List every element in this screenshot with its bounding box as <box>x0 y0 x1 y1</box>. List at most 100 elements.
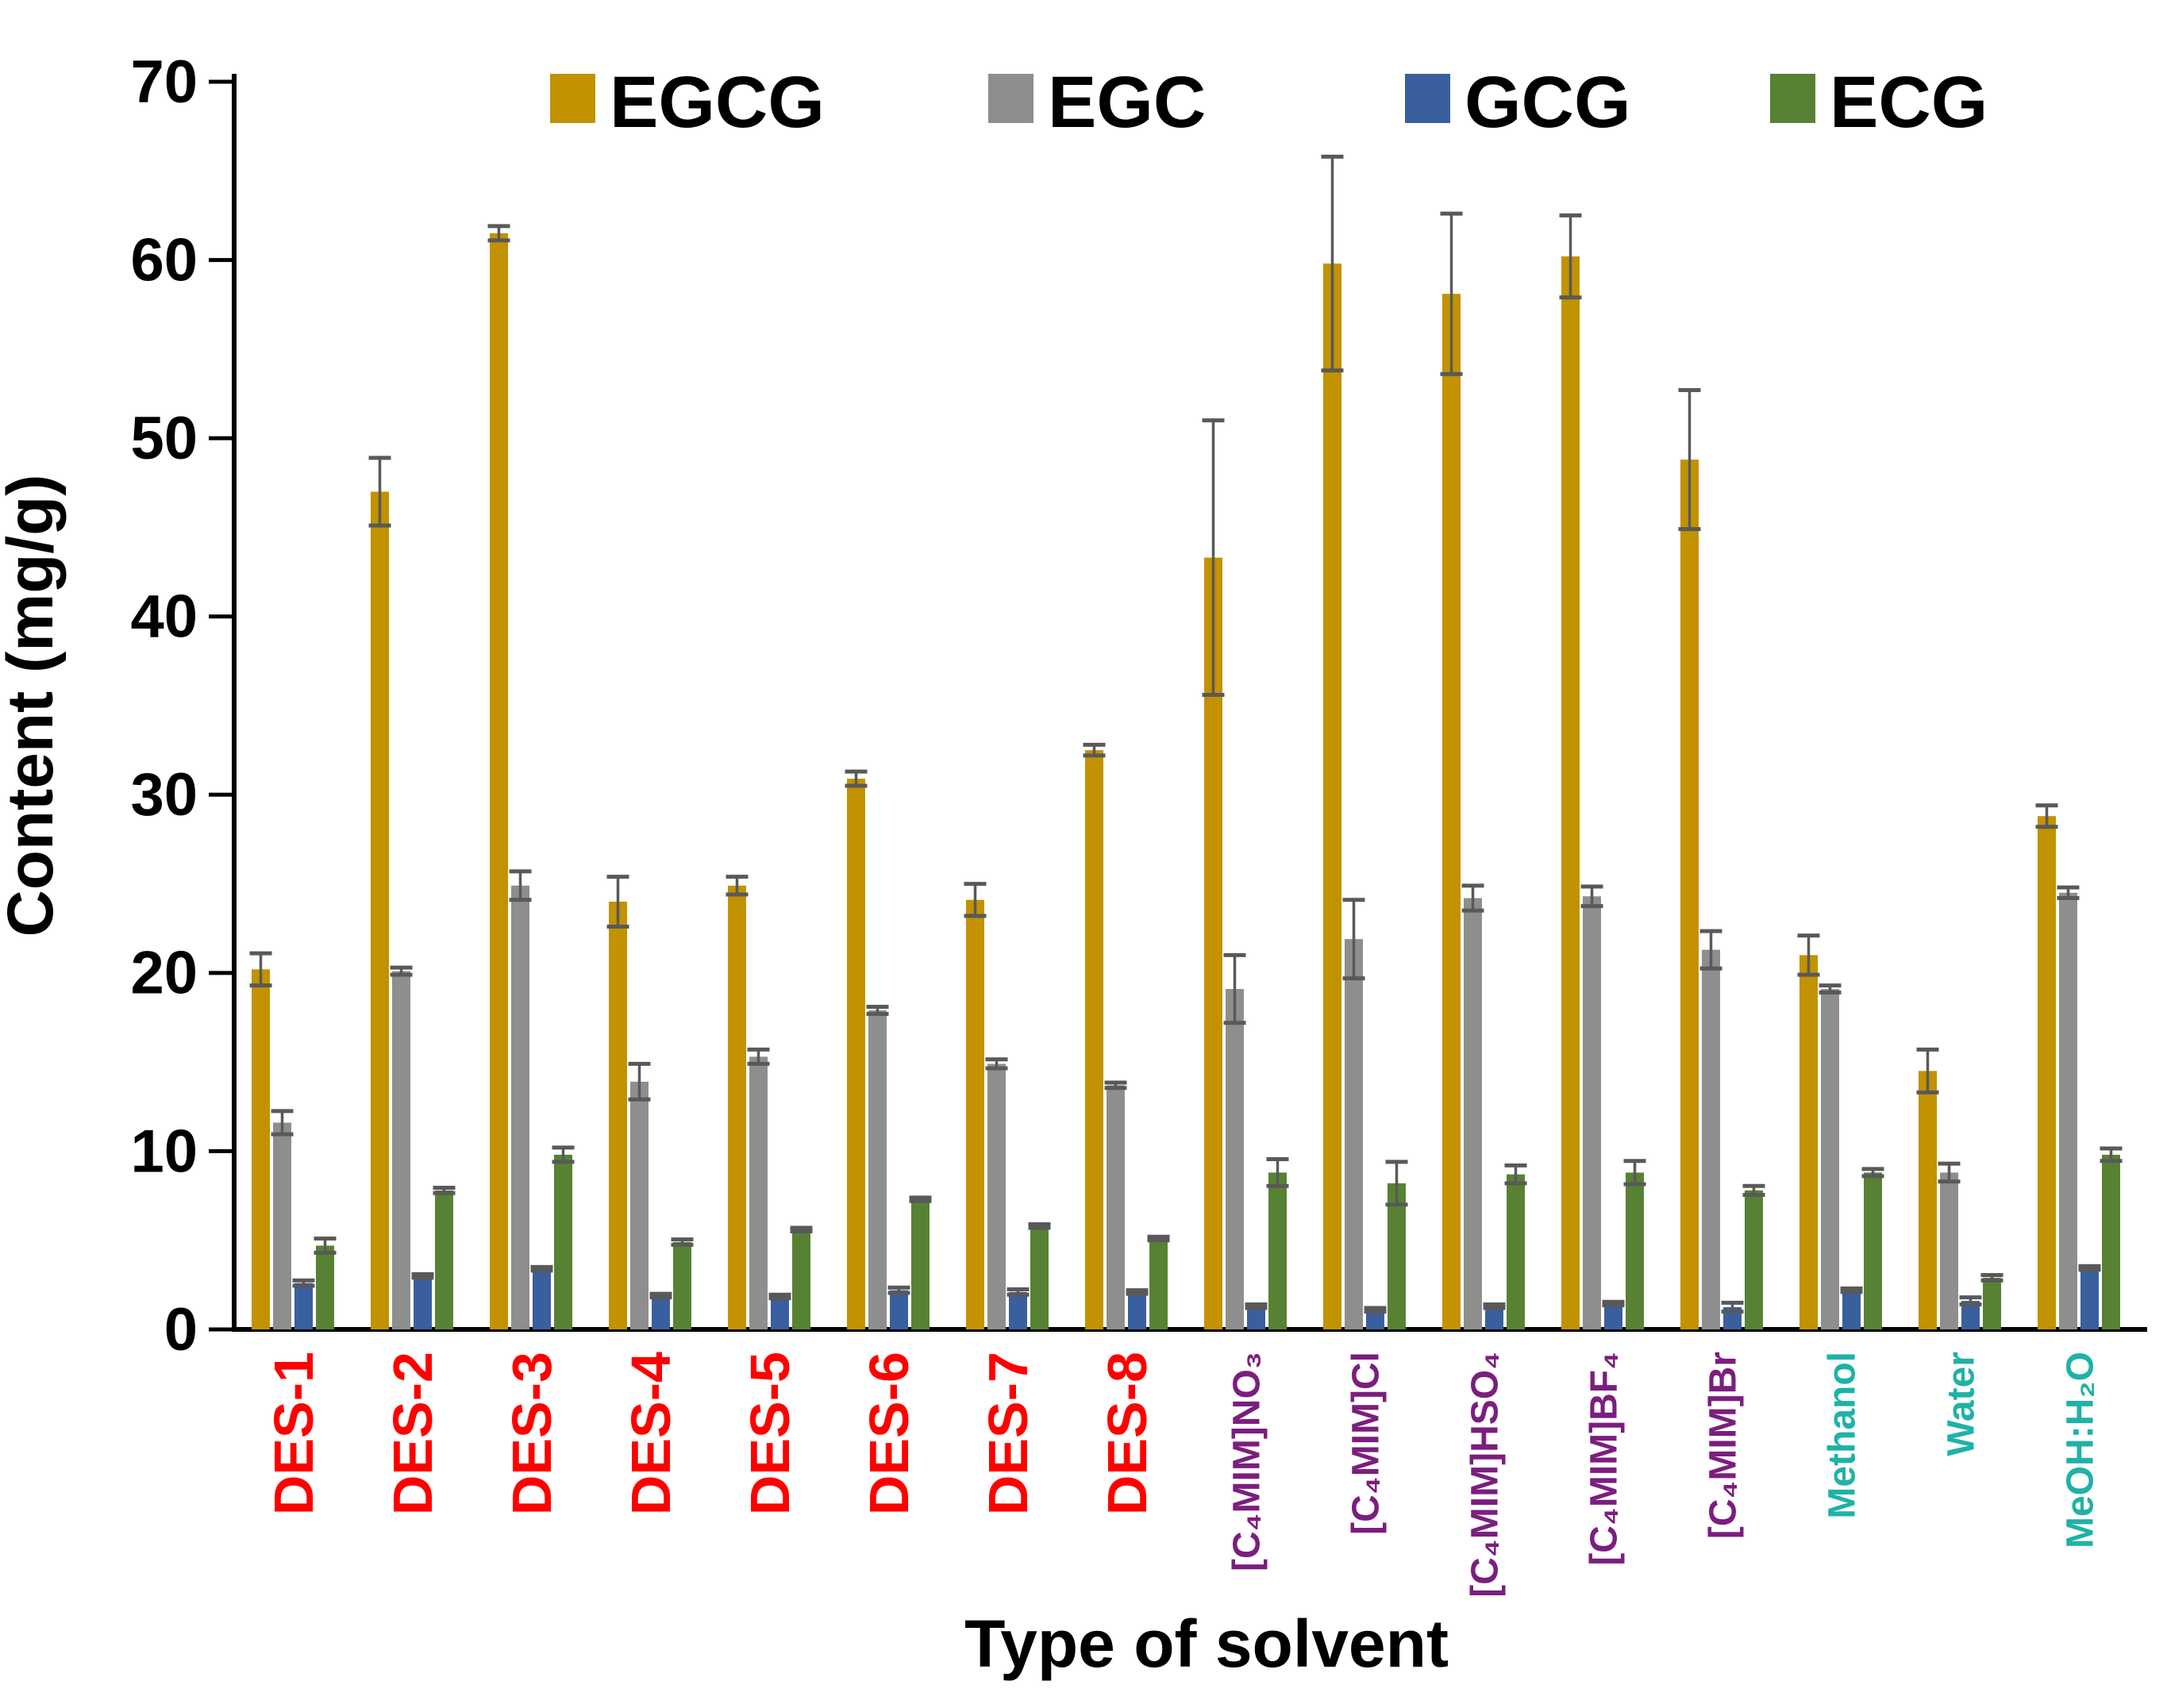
legend-swatch-gcg <box>1405 74 1450 123</box>
error-bar-gcg-13 <box>1721 1300 1744 1314</box>
error-bar-ecg-1 <box>314 1236 337 1255</box>
bar-egcg-16 <box>2038 816 2056 1329</box>
error-bar-ecg-7 <box>1028 1222 1051 1230</box>
error-bar-ecg-16 <box>2100 1146 2123 1164</box>
bar-gcg-14 <box>1842 1290 1861 1329</box>
error-bar-egcg-10 <box>1321 154 1344 373</box>
bar-egcg-8 <box>1085 750 1103 1329</box>
bar-egcg-9 <box>1204 557 1222 1329</box>
bar-egcg-2 <box>371 491 389 1329</box>
legend-label-ecg: ECG <box>1830 62 1988 143</box>
x-category-label-15: Water <box>1940 1352 1982 1456</box>
error-bar-egcg-12 <box>1559 213 1582 300</box>
bar-ecg-15 <box>1983 1277 2001 1329</box>
error-bar-egcg-3 <box>487 224 510 243</box>
bar-gcg-1 <box>294 1283 313 1329</box>
bar-gcg-11 <box>1485 1306 1503 1329</box>
error-bar-egc-1 <box>271 1109 294 1137</box>
x-category-label-16: MeOH:H₂O <box>2059 1352 2101 1548</box>
error-bar-gcg-8 <box>1126 1288 1149 1296</box>
y-tick-label: 50 <box>130 405 198 472</box>
bar-egc-9 <box>1226 989 1244 1329</box>
error-bar-gcg-10 <box>1364 1306 1387 1314</box>
bar-gcg-9 <box>1247 1306 1265 1329</box>
bar-egcg-3 <box>490 233 508 1329</box>
bar-gcg-3 <box>533 1268 551 1329</box>
error-bar-egcg-4 <box>606 875 629 929</box>
bar-egcg-1 <box>252 969 270 1329</box>
bar-gcg-8 <box>1128 1291 1146 1329</box>
error-bar-gcg-9 <box>1245 1302 1268 1310</box>
x-category-label-13: [C₄MIM]Br <box>1702 1352 1744 1539</box>
error-bar-egcg-5 <box>726 875 749 897</box>
bar-gcg-15 <box>1961 1301 1980 1329</box>
x-category-label-3: DES-3 <box>501 1352 563 1515</box>
x-category-label-4: DES-4 <box>620 1352 682 1515</box>
legend-item-egcg: EGCG <box>550 62 825 143</box>
bar-ecg-13 <box>1745 1190 1763 1329</box>
bar-egcg-6 <box>847 779 865 1329</box>
error-bar-egc-11 <box>1461 883 1484 913</box>
bar-gcg-2 <box>414 1275 432 1329</box>
error-bar-egc-16 <box>2057 885 2080 901</box>
error-bar-egcg-9 <box>1202 418 1225 698</box>
bar-egcg-12 <box>1561 256 1580 1330</box>
legend-label-gcg: GCG <box>1465 62 1631 143</box>
x-category-label-5: DES-5 <box>739 1352 801 1515</box>
bar-egcg-13 <box>1680 460 1699 1329</box>
bar-gcg-16 <box>2080 1268 2099 1329</box>
error-bar-egcg-1 <box>249 951 272 988</box>
bar-egc-1 <box>273 1122 291 1329</box>
bar-egc-13 <box>1702 949 1720 1329</box>
error-bar-ecg-11 <box>1504 1163 1527 1186</box>
error-bar-egc-14 <box>1819 983 1842 995</box>
error-bar-egc-9 <box>1223 952 1246 1025</box>
error-bar-egc-15 <box>1938 1161 1961 1184</box>
error-bar-egcg-14 <box>1797 933 1820 977</box>
error-bar-egc-4 <box>628 1061 651 1102</box>
error-bar-ecg-9 <box>1266 1157 1289 1188</box>
error-bar-egc-13 <box>1699 929 1722 971</box>
error-bar-ecg-3 <box>552 1145 575 1164</box>
error-bar-ecg-8 <box>1147 1234 1170 1243</box>
x-category-label-8: DES-8 <box>1096 1352 1158 1515</box>
error-bar-egcg-16 <box>2035 803 2058 829</box>
legend-label-egc: EGC <box>1048 62 1206 143</box>
error-bar-egc-10 <box>1342 898 1365 981</box>
y-tick-label: 0 <box>164 1296 198 1364</box>
bar-egcg-5 <box>728 885 746 1329</box>
error-bar-ecg-10 <box>1385 1160 1408 1207</box>
legend-swatch-egcg <box>550 74 595 123</box>
error-bar-gcg-15 <box>1959 1295 1982 1307</box>
bar-egcg-10 <box>1323 264 1341 1329</box>
bar-ecg-5 <box>792 1229 810 1329</box>
bar-egc-15 <box>1940 1172 1958 1329</box>
bar-egc-11 <box>1464 898 1482 1329</box>
bar-ecg-9 <box>1268 1172 1287 1329</box>
error-bar-gcg-1 <box>292 1278 315 1288</box>
x-category-label-9: [C₄MIM]NO₃ <box>1226 1352 1268 1571</box>
error-bar-egc-6 <box>866 1005 889 1017</box>
bar-egc-7 <box>987 1064 1006 1329</box>
error-bar-ecg-14 <box>1861 1167 1884 1179</box>
legend-label-egcg: EGCG <box>610 62 825 143</box>
error-bar-egc-3 <box>509 869 532 902</box>
bar-gcg-6 <box>890 1290 908 1329</box>
bar-egc-16 <box>2059 892 2077 1329</box>
x-axis-title: Type of solvent <box>964 1606 1449 1681</box>
bar-egc-10 <box>1345 939 1363 1329</box>
error-bar-gcg-11 <box>1483 1302 1506 1310</box>
y-tick-label: 40 <box>130 583 198 651</box>
bar-ecg-16 <box>2102 1154 2120 1329</box>
bar-gcg-5 <box>771 1296 789 1329</box>
error-bar-gcg-6 <box>887 1285 910 1295</box>
bar-egc-5 <box>749 1056 768 1329</box>
y-tick-label: 30 <box>130 761 198 829</box>
bar-egcg-7 <box>966 899 984 1329</box>
error-bar-ecg-5 <box>790 1225 813 1233</box>
error-bar-egcg-15 <box>1916 1047 1939 1094</box>
bar-ecg-2 <box>435 1190 453 1329</box>
x-category-label-14: Methanol <box>1821 1352 1863 1519</box>
error-bar-gcg-4 <box>649 1291 672 1300</box>
